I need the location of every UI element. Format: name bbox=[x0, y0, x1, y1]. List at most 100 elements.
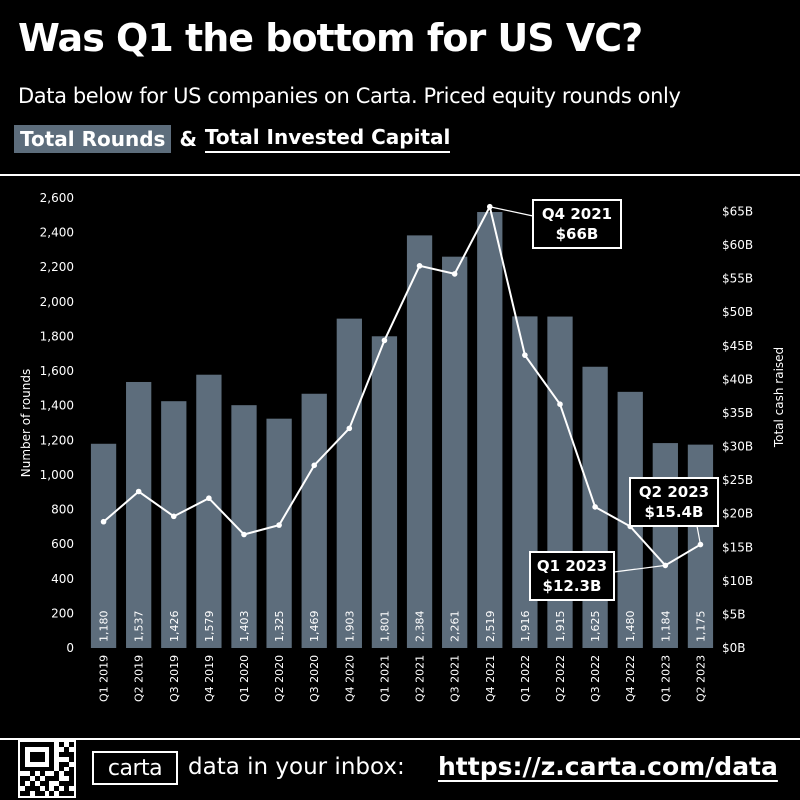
y-tick-label: 2,400 bbox=[40, 226, 74, 240]
bar bbox=[442, 256, 468, 648]
qr-module bbox=[59, 742, 65, 747]
bar-value-label: 1,426 bbox=[168, 611, 181, 643]
capital-point bbox=[451, 271, 458, 277]
qr-module bbox=[69, 786, 74, 792]
qr-module bbox=[39, 761, 45, 767]
qr-module bbox=[24, 786, 30, 792]
qr-module bbox=[39, 771, 45, 777]
qr-module bbox=[44, 781, 50, 787]
qr-module bbox=[34, 781, 40, 787]
qr-module bbox=[20, 791, 25, 796]
qr-module bbox=[20, 756, 25, 762]
footer: carta data in your inbox: https://z.cart… bbox=[0, 740, 800, 800]
bar bbox=[371, 336, 398, 648]
bar-value-label: 2,261 bbox=[449, 611, 462, 643]
qr-module bbox=[54, 771, 60, 777]
capital-point bbox=[241, 531, 247, 538]
qr-module bbox=[54, 781, 60, 787]
legend-total-rounds: Total Rounds bbox=[14, 125, 172, 153]
qr-module bbox=[59, 756, 65, 762]
legend-total-invested-capital: Total Invested Capital bbox=[204, 125, 451, 153]
bar-value-label: 1,915 bbox=[554, 611, 567, 643]
y-tick-label: 800 bbox=[51, 503, 74, 517]
qr-module bbox=[20, 761, 25, 767]
y-tick-label: 1,800 bbox=[40, 329, 74, 343]
qr-module bbox=[64, 766, 70, 772]
qr-module bbox=[24, 776, 30, 782]
footer-link[interactable]: https://z.carta.com/data bbox=[438, 752, 778, 781]
callout-text: Q4 2021 bbox=[542, 205, 612, 223]
x-tick-label: Q1 2020 bbox=[238, 655, 251, 702]
bar bbox=[406, 235, 433, 648]
qr-module bbox=[24, 791, 30, 796]
qr-module bbox=[59, 761, 65, 767]
qr-module bbox=[64, 756, 70, 762]
qr-module bbox=[49, 766, 55, 772]
bar-value-label: 1,325 bbox=[273, 611, 286, 643]
y2-tick-label: $10B bbox=[722, 574, 753, 588]
qr-module bbox=[64, 751, 70, 757]
y-tick-label: 2,200 bbox=[40, 260, 74, 274]
bar-value-label: 1,469 bbox=[308, 611, 321, 643]
capital-point bbox=[276, 522, 282, 528]
capital-point bbox=[592, 504, 598, 510]
qr-module bbox=[20, 781, 25, 787]
qr-code[interactable] bbox=[18, 740, 76, 798]
qr-module bbox=[34, 751, 40, 757]
footer-text: data in your inbox: bbox=[188, 754, 405, 780]
qr-module bbox=[49, 791, 55, 796]
qr-module bbox=[44, 786, 50, 792]
qr-module bbox=[54, 761, 60, 767]
qr-module bbox=[29, 761, 35, 767]
y-tick-label: 2,000 bbox=[40, 295, 74, 309]
qr-module bbox=[44, 776, 50, 782]
qr-module bbox=[24, 751, 30, 757]
page-subtitle: Data below for US companies on Carta. Pr… bbox=[18, 84, 681, 108]
legend-line: Total Rounds & Total Invested Capital bbox=[14, 122, 451, 156]
x-tick-label: Q2 2021 bbox=[414, 655, 427, 702]
qr-module bbox=[44, 756, 50, 762]
qr-module bbox=[59, 781, 65, 787]
qr-module bbox=[44, 761, 50, 767]
y2-tick-label: $0B bbox=[722, 641, 746, 655]
x-tick-label: Q2 2020 bbox=[273, 655, 286, 702]
callout-box bbox=[529, 551, 615, 601]
qr-module bbox=[29, 781, 35, 787]
callout-leader bbox=[489, 206, 534, 217]
qr-module bbox=[34, 776, 40, 782]
legend-ampersand: & bbox=[179, 127, 197, 151]
qr-module bbox=[49, 761, 55, 767]
qr-module bbox=[20, 771, 25, 777]
y2-tick-label: $20B bbox=[722, 507, 753, 521]
qr-module bbox=[54, 751, 60, 757]
x-tick-label: Q3 2022 bbox=[589, 655, 602, 702]
qr-module bbox=[69, 751, 74, 757]
qr-module bbox=[29, 766, 35, 772]
combo-chart: 0 200 400 600 800 1,000 1,200 1,400 1,600 1,800 2,… bbox=[19, 191, 786, 702]
y2-tick-label: $45B bbox=[722, 339, 753, 353]
qr-module bbox=[34, 746, 40, 752]
y-tick-label: 2,600 bbox=[40, 191, 74, 205]
bar-value-label: 1,625 bbox=[589, 611, 602, 643]
qr-module bbox=[44, 742, 50, 747]
qr-module bbox=[24, 766, 30, 772]
qr-module bbox=[20, 746, 25, 752]
qr-module bbox=[59, 766, 65, 772]
qr-module bbox=[39, 776, 45, 782]
bar-value-label: 1,801 bbox=[378, 611, 391, 643]
x-tick-label: Q4 2022 bbox=[624, 655, 637, 702]
qr-module bbox=[49, 776, 55, 782]
callout-text: $66B bbox=[556, 225, 599, 243]
qr-module bbox=[39, 791, 45, 796]
qr-module bbox=[34, 786, 40, 792]
y2-axis-title: Total cash raised bbox=[772, 347, 786, 448]
capital-line bbox=[102, 203, 701, 567]
qr-module bbox=[64, 771, 70, 777]
qr-module bbox=[59, 771, 65, 777]
qr-module bbox=[64, 791, 70, 796]
bar-value-label: 2,384 bbox=[414, 611, 427, 643]
qr-module bbox=[29, 742, 35, 747]
callout-box bbox=[629, 477, 719, 527]
x-tick-label: Q1 2022 bbox=[519, 655, 532, 702]
qr-module bbox=[54, 791, 60, 796]
